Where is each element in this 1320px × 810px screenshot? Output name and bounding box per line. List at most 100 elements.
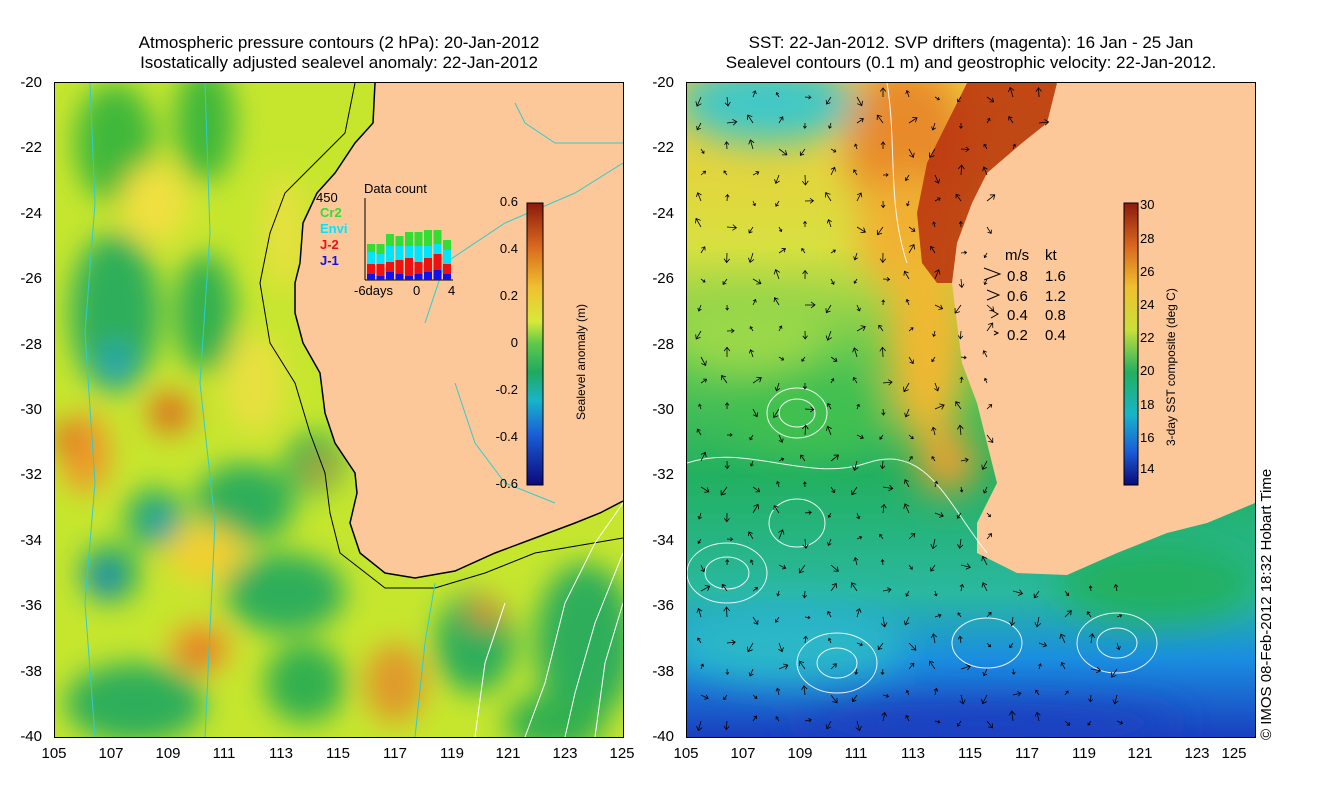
velocity-arrow <box>855 608 862 618</box>
y-tick: -22 <box>652 139 674 156</box>
y-tick: -38 <box>652 663 674 680</box>
velocity-arrow <box>772 408 780 419</box>
velocity-arrow <box>981 555 988 566</box>
data-count-bar-segment <box>414 232 423 246</box>
velocity-arrow <box>748 668 754 677</box>
velocity-arrow <box>773 297 780 306</box>
velocity-arrow <box>905 90 910 98</box>
left-cb-tick: -0.2 <box>495 382 518 397</box>
velocity-arrow <box>1086 611 1092 618</box>
inset-x-label-zero: 0 <box>413 283 421 298</box>
velocity-arrow <box>1009 642 1014 649</box>
velocity-arrow <box>905 714 910 722</box>
velocity-arrow <box>827 637 832 644</box>
velocity-arrow <box>882 173 889 177</box>
velocity-arrow <box>804 95 812 100</box>
velocity-legend-arrows <box>983 267 1002 336</box>
velocity-arrow <box>1112 694 1119 705</box>
data-count-bar-segment <box>424 230 432 246</box>
velocity-arrow <box>752 587 758 592</box>
x-tick: 109 <box>155 745 181 762</box>
data-count-bar-segment <box>424 246 432 258</box>
data-count-bar-segment <box>376 264 385 276</box>
x-tick: 105 <box>41 745 67 762</box>
australia-land-sst <box>952 83 1255 575</box>
velocity-arrow <box>1011 668 1016 675</box>
velocity-arrow <box>700 278 706 283</box>
velocity-arrow <box>934 720 941 724</box>
velocity-arrow <box>775 480 780 488</box>
velocity-arrow <box>752 90 757 98</box>
velocity-arrow <box>747 114 754 124</box>
velocity-arrow <box>775 716 780 722</box>
velocity-arrow <box>778 325 783 332</box>
velocity-arrow <box>958 278 965 289</box>
y-tick: -40 <box>20 728 42 745</box>
data-count-bar-segment <box>395 260 404 274</box>
velocity-arrow <box>934 613 942 618</box>
data-count-bar-segment <box>443 264 451 274</box>
velocity-arrow <box>775 200 780 207</box>
velocity-arrow <box>957 96 962 103</box>
velocity-arrow <box>726 328 735 334</box>
velocity-arrow <box>778 226 783 233</box>
velocity-arrow <box>726 639 736 646</box>
velocity-arrow <box>726 537 734 542</box>
velocity-arrow <box>934 197 941 202</box>
velocity-arrow <box>775 687 781 696</box>
velocity-arrow <box>827 538 832 546</box>
velocity-arrow <box>879 252 887 264</box>
data-count-bar-segment <box>433 244 442 254</box>
velocity-arrow <box>752 616 759 625</box>
velocity-arrow <box>930 245 936 254</box>
y-tick: -22 <box>20 139 42 156</box>
velocity-arrow <box>852 376 858 384</box>
velocity-arrow <box>803 122 807 129</box>
velocity-arrow <box>880 668 885 675</box>
x-tick: 113 <box>901 745 925 762</box>
velocity-arrow <box>934 269 941 280</box>
right-cb-tick: 24 <box>1140 297 1155 312</box>
sst-map[interactable] <box>686 82 1256 738</box>
velocity-arrow <box>879 346 886 358</box>
velocity-arrow <box>905 590 910 597</box>
velocity-arrow <box>904 479 910 488</box>
velocity-arrow <box>955 193 962 202</box>
velocity-arrow <box>748 252 755 263</box>
velocity-arrow <box>954 304 962 314</box>
data-count-bar-segment <box>367 274 375 280</box>
inset-x-label-end: 4 <box>448 283 456 298</box>
velocity-arrow <box>960 250 968 255</box>
velocity-arrow <box>774 174 780 185</box>
velocity-arrow <box>723 694 728 701</box>
velocity-arrow <box>855 720 862 732</box>
velocity-arrow <box>1088 633 1095 644</box>
velocity-arrow <box>830 249 836 254</box>
right-title-line1: SST: 22-Jan-2012. SVP drifters (magenta)… <box>748 33 1194 52</box>
velocity-arrow <box>856 325 866 332</box>
velocity-arrow <box>852 347 859 358</box>
velocity-arrow <box>1060 661 1066 670</box>
velocity-arrow <box>882 587 892 593</box>
velocity-arrow <box>748 226 754 234</box>
velocity-arrow <box>908 456 913 462</box>
velocity-arrow <box>908 356 914 365</box>
x-tick: 113 <box>269 745 293 762</box>
velocity-arrow <box>983 486 988 494</box>
velocity-arrow <box>752 408 759 418</box>
velocity-arrow <box>799 148 806 156</box>
velocity-arrow <box>830 564 839 572</box>
velocity-arrow <box>934 590 938 597</box>
sealevel-anomaly-map[interactable] <box>54 82 624 738</box>
velocity-arrow <box>747 642 754 653</box>
data-count-bar-segment <box>405 246 413 258</box>
data-count-bar-segment <box>395 246 404 260</box>
velocity-arrow <box>876 114 884 124</box>
velocity-header-kt: kt <box>1045 247 1057 264</box>
velocity-arrow <box>748 531 754 540</box>
velocity-arrow <box>798 564 806 574</box>
velocity-arrow <box>928 148 936 158</box>
x-tick: 121 <box>1127 745 1153 762</box>
velocity-arrow <box>723 512 730 523</box>
right-cb-tick: 26 <box>1140 264 1155 279</box>
